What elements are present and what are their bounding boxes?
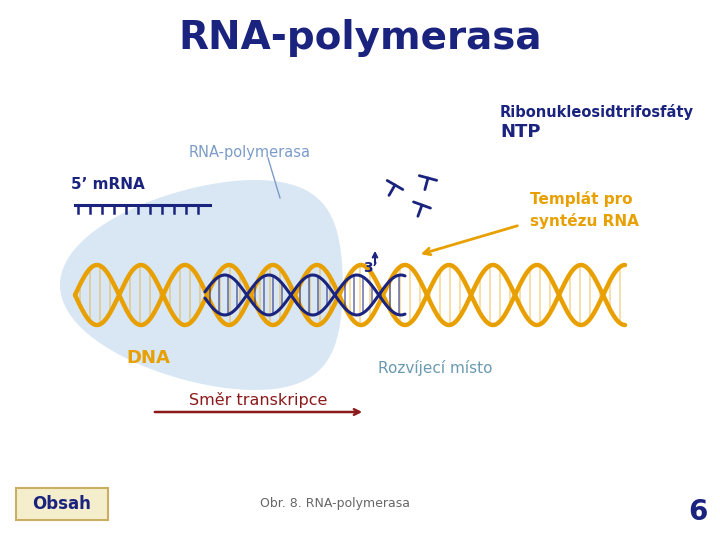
Text: Templát pro
syntézu RNA: Templát pro syntézu RNA	[530, 191, 639, 229]
Text: RNA-polymerasa: RNA-polymerasa	[179, 19, 541, 57]
Text: Obsah: Obsah	[32, 495, 91, 513]
Text: Rozvíjecí místo: Rozvíjecí místo	[378, 360, 492, 376]
Text: 5’ mRNA: 5’ mRNA	[71, 177, 145, 192]
FancyBboxPatch shape	[16, 488, 108, 520]
Text: 3’: 3’	[363, 261, 377, 275]
Text: 6: 6	[688, 498, 708, 526]
Text: NTP: NTP	[500, 123, 541, 141]
Text: Směr transkripce: Směr transkripce	[189, 392, 327, 408]
Text: Obr. 8. RNA-polymerasa: Obr. 8. RNA-polymerasa	[260, 497, 410, 510]
Text: Ribonukleosidtrifosfáty: Ribonukleosidtrifosfáty	[500, 104, 694, 120]
Text: DNA: DNA	[126, 349, 170, 367]
Polygon shape	[60, 180, 343, 390]
Text: RNA-polymerasa: RNA-polymerasa	[189, 145, 311, 159]
